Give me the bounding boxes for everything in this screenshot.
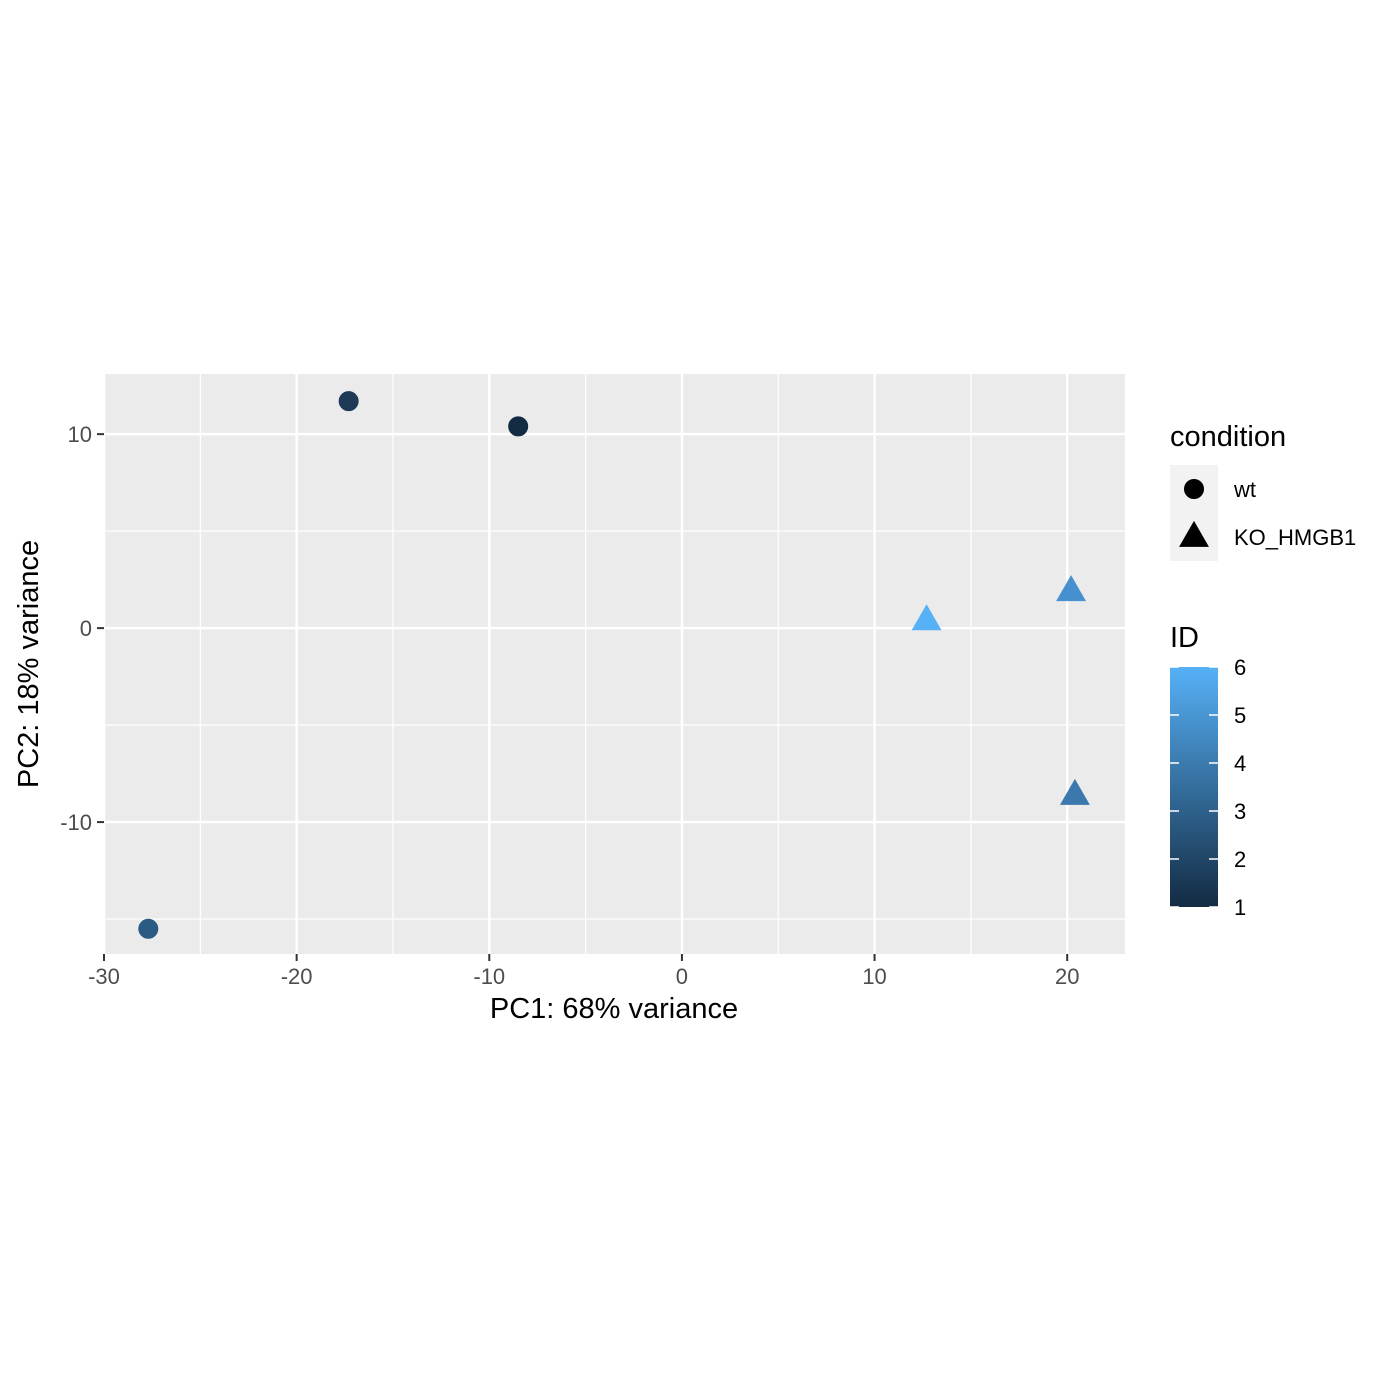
colorbar-label: 3: [1234, 799, 1246, 824]
legend-triangle-icon: [1179, 520, 1209, 547]
condition-legend-label: wt: [1233, 477, 1256, 502]
x-axis: -30 -20 -10 0 10 20: [88, 954, 1079, 989]
data-point-ko-hmgb1: [1056, 575, 1087, 602]
y-axis-title: PC2: 18% variance: [13, 540, 45, 788]
data-point-wt: [508, 416, 529, 437]
colorbar-label: 6: [1234, 655, 1246, 680]
y-tick-label: 0: [80, 616, 92, 641]
data-point-ko-hmgb1: [1059, 778, 1090, 805]
condition-legend-title: condition: [1170, 421, 1286, 453]
id-colorbar-legend: ID 1 2 3 4 5 6: [1170, 622, 1246, 920]
colorbar-label: 5: [1234, 703, 1246, 728]
colorbar-label: 4: [1234, 751, 1246, 776]
x-tick-label: -30: [88, 964, 120, 989]
x-tick-label: 20: [1055, 964, 1079, 989]
data-points: [138, 391, 1090, 939]
major-grid: [102, 374, 1125, 954]
legend-circle-icon: [1184, 479, 1204, 499]
x-tick-label: 0: [676, 964, 688, 989]
data-point-wt: [338, 391, 359, 412]
data-point-ko-hmgb1: [911, 604, 942, 631]
data-point-wt: [138, 918, 159, 939]
colorbar-label: 1: [1234, 895, 1246, 920]
condition-legend-label: KO_HMGB1: [1234, 525, 1356, 550]
x-tick-label: -20: [281, 964, 313, 989]
y-tick-label: 10: [68, 422, 92, 447]
colorbar-label: 2: [1234, 847, 1246, 872]
id-colorbar: [1170, 667, 1218, 907]
minor-grid: [104, 374, 1125, 954]
x-axis-title: PC1: 68% variance: [490, 993, 738, 1025]
y-tick-label: -10: [60, 810, 92, 835]
condition-legend: condition wt KO_HMGB1: [1170, 421, 1356, 561]
y-axis: -10 0 10: [60, 422, 104, 835]
plot-panel: [104, 374, 1125, 954]
x-tick-label: -10: [473, 964, 505, 989]
id-legend-title: ID: [1170, 622, 1199, 654]
x-tick-label: 10: [862, 964, 886, 989]
